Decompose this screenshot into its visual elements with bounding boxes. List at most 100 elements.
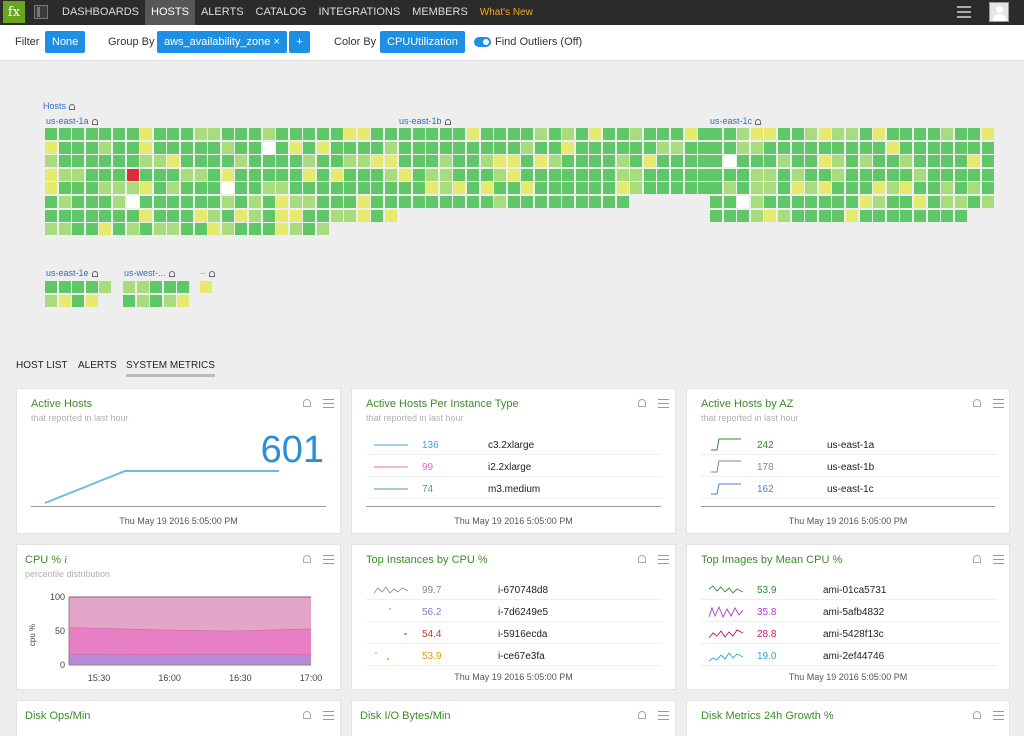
host-cell[interactable] xyxy=(710,182,722,195)
host-cell[interactable] xyxy=(72,223,85,236)
host-cell[interactable] xyxy=(900,196,913,208)
host-cell[interactable] xyxy=(303,168,316,181)
host-cell[interactable] xyxy=(982,182,994,195)
host-cell[interactable] xyxy=(303,182,316,195)
host-cell[interactable] xyxy=(153,209,166,222)
host-cell[interactable] xyxy=(982,155,994,168)
host-cell[interactable] xyxy=(344,155,357,168)
host-cell[interactable] xyxy=(167,209,180,222)
host-cell[interactable] xyxy=(453,128,466,140)
host-cell[interactable] xyxy=(153,128,166,140)
host-cell[interactable] xyxy=(208,168,221,181)
host-cell[interactable] xyxy=(657,168,670,181)
host-cell[interactable] xyxy=(276,155,289,168)
host-cell[interactable] xyxy=(126,209,139,222)
host-cell[interactable] xyxy=(603,155,615,168)
host-cell[interactable] xyxy=(72,294,85,307)
host-cell[interactable] xyxy=(221,182,234,195)
host-cell[interactable] xyxy=(494,128,507,140)
host-cell[interactable] xyxy=(873,155,886,168)
host-cell[interactable] xyxy=(357,141,370,154)
host-cell[interactable] xyxy=(126,223,139,236)
host-cell[interactable] xyxy=(630,182,643,195)
bell-icon[interactable] xyxy=(973,555,981,563)
host-cell[interactable] xyxy=(467,155,479,168)
menu-icon[interactable] xyxy=(658,399,669,411)
host-cell[interactable] xyxy=(412,182,425,195)
host-cell[interactable] xyxy=(480,196,493,208)
host-cell[interactable] xyxy=(153,141,166,154)
host-cell[interactable] xyxy=(412,196,425,208)
host-cell[interactable] xyxy=(412,128,425,140)
host-cell[interactable] xyxy=(72,209,85,222)
host-cell[interactable] xyxy=(72,141,85,154)
host-cell[interactable] xyxy=(562,182,575,195)
host-cell[interactable] xyxy=(805,141,818,154)
host-cell[interactable] xyxy=(521,168,534,181)
host-cell[interactable] xyxy=(208,141,221,154)
host-cell[interactable] xyxy=(426,128,439,140)
host-cell[interactable] xyxy=(289,209,302,222)
menu-icon[interactable] xyxy=(993,711,1004,723)
host-cell[interactable] xyxy=(58,294,71,307)
bell-icon[interactable] xyxy=(638,711,646,719)
host-cell[interactable] xyxy=(167,223,180,236)
host-cell[interactable] xyxy=(859,182,872,195)
host-cell[interactable] xyxy=(698,168,711,181)
host-cell[interactable] xyxy=(846,182,858,195)
host-cell[interactable] xyxy=(208,223,221,236)
host-cell[interactable] xyxy=(303,196,316,208)
host-cell[interactable] xyxy=(357,128,370,140)
list-item[interactable]: 28.8 ami-5428f13c xyxy=(701,624,997,644)
color-by-button[interactable]: CPUUtilization xyxy=(380,31,465,53)
host-cell[interactable] xyxy=(535,196,547,208)
host-cell[interactable] xyxy=(778,128,790,140)
host-cell[interactable] xyxy=(330,196,343,208)
host-cell[interactable] xyxy=(535,141,547,154)
bell-icon[interactable] xyxy=(91,118,98,125)
host-cell[interactable] xyxy=(603,128,615,140)
host-cell[interactable] xyxy=(737,196,750,208)
host-cell[interactable] xyxy=(927,209,940,222)
host-cell[interactable] xyxy=(832,209,845,222)
host-cell[interactable] xyxy=(603,168,615,181)
host-cell[interactable] xyxy=(45,294,57,307)
host-cell[interactable] xyxy=(791,168,804,181)
host-cell[interactable] xyxy=(832,168,845,181)
host-cell[interactable] xyxy=(941,155,954,168)
host-cell[interactable] xyxy=(136,294,149,307)
menu-icon[interactable] xyxy=(993,555,1004,567)
host-cell[interactable] xyxy=(344,141,357,154)
host-cell[interactable] xyxy=(737,182,750,195)
host-cell[interactable] xyxy=(886,141,899,154)
host-cell[interactable] xyxy=(914,168,926,181)
host-cell[interactable] xyxy=(317,223,329,236)
host-cell[interactable] xyxy=(136,281,149,293)
host-cell[interactable] xyxy=(886,155,899,168)
host-cell[interactable] xyxy=(723,182,736,195)
bell-icon[interactable] xyxy=(91,270,98,277)
host-cell[interactable] xyxy=(126,141,139,154)
host-cell[interactable] xyxy=(818,141,831,154)
host-cell[interactable] xyxy=(439,196,452,208)
host-cell[interactable] xyxy=(968,128,981,140)
host-cell[interactable] xyxy=(494,182,507,195)
host-cell[interactable] xyxy=(941,168,954,181)
group-label-us-east-1e[interactable]: us-east-1e xyxy=(46,268,98,278)
hamburger-menu-icon[interactable] xyxy=(957,6,971,18)
host-cell[interactable] xyxy=(235,141,248,154)
host-cell[interactable] xyxy=(126,196,139,208)
host-cell[interactable] xyxy=(113,128,125,140)
host-cell[interactable] xyxy=(371,128,384,140)
host-cell[interactable] xyxy=(126,128,139,140)
host-cell[interactable] xyxy=(737,168,750,181)
host-cell[interactable] xyxy=(276,182,289,195)
host-cell[interactable] xyxy=(194,196,207,208)
host-cell[interactable] xyxy=(535,128,547,140)
filter-button[interactable]: None xyxy=(45,31,86,53)
host-cell[interactable] xyxy=(548,196,561,208)
bell-icon[interactable] xyxy=(755,118,762,125)
host-cell[interactable] xyxy=(818,128,831,140)
list-item[interactable]: 35.8 ami-5afb4832 xyxy=(701,602,997,622)
menu-icon[interactable] xyxy=(323,555,334,567)
